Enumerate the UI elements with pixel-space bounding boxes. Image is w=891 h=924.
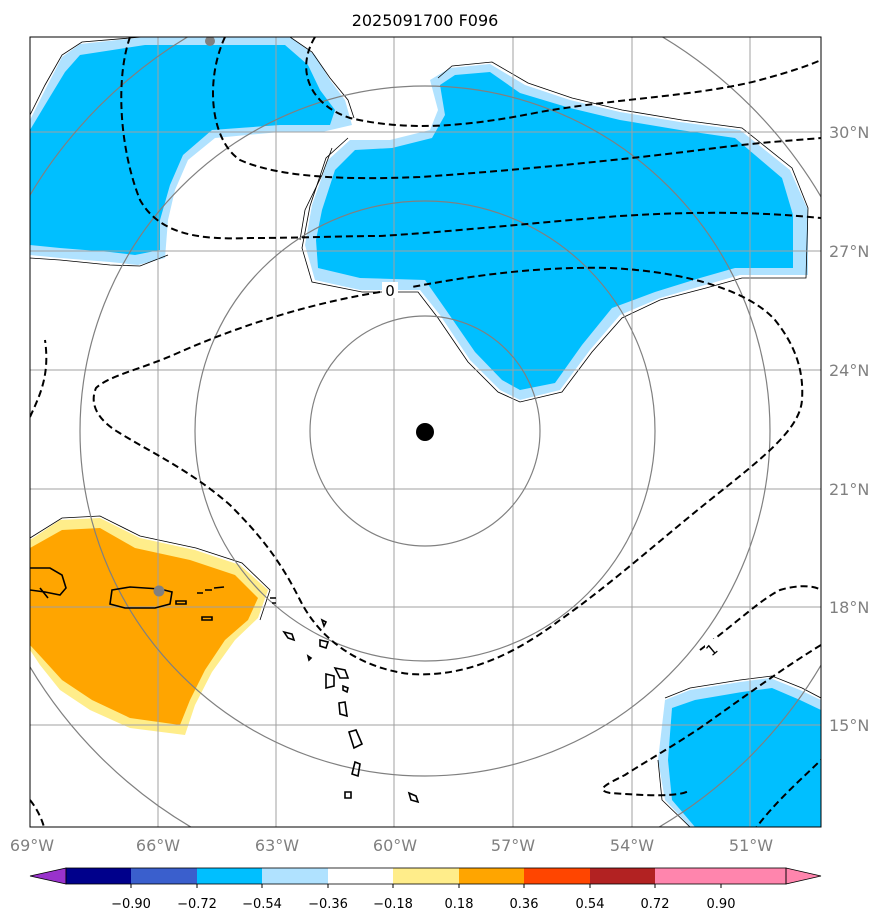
negative-anomaly-region-northwest <box>30 37 355 267</box>
puerto-rico-marker <box>153 585 165 597</box>
lat-label: 27°N <box>829 242 869 261</box>
colorbar-tick-label: −0.72 <box>177 897 217 912</box>
lon-label: 69°W <box>10 836 54 855</box>
colorbar-segment <box>393 868 459 884</box>
colorbar-tick-label: −0.18 <box>373 897 413 912</box>
dashed-contours <box>30 37 821 827</box>
lat-label: 15°N <box>829 716 869 735</box>
lon-label: 51°W <box>729 836 773 855</box>
colorbar-segment <box>197 868 262 884</box>
map-frame <box>29 36 822 828</box>
colorbar: −0.90 −0.72 −0.54 −0.36 −0.18 0.18 0.36 … <box>29 867 822 912</box>
lat-label: 18°N <box>829 598 869 617</box>
colorbar-tick-label: 0.18 <box>445 897 474 912</box>
colorbar-tick-label: −0.90 <box>111 897 151 912</box>
lon-label: 54°W <box>610 836 654 855</box>
colorbar-segment <box>262 868 328 884</box>
coastline <box>30 567 420 804</box>
colorbar-extend-max <box>785 867 822 885</box>
colorbar-extend-min <box>29 867 67 885</box>
colorbar-segment <box>524 868 590 884</box>
lon-label: 57°W <box>491 836 535 855</box>
colorbar-segment <box>721 868 786 884</box>
colorbar-tick-label: 0.54 <box>576 897 605 912</box>
colorbar-segment <box>131 868 197 884</box>
colorbar-segment <box>590 868 655 884</box>
lon-label: 60°W <box>373 836 417 855</box>
map-title: 2025091700 F096 <box>352 11 499 30</box>
positive-anomaly-region-southwest <box>30 515 271 735</box>
lat-label: 21°N <box>829 480 869 499</box>
colorbar-tick-label: −0.54 <box>242 897 282 912</box>
colorbar-segment <box>459 868 524 884</box>
longitude-labels: 69°W 66°W 63°W 60°W 57°W 54°W 51°W <box>10 836 773 855</box>
storm-center-marker <box>416 423 434 441</box>
map-panel: 0 1 <box>30 37 821 827</box>
reference-point-marker <box>205 37 215 46</box>
colorbar-tick-label: 0.36 <box>510 897 539 912</box>
lon-label: 66°W <box>136 836 180 855</box>
contour-label-zero: 0 <box>385 282 395 300</box>
graticule <box>30 37 821 827</box>
lat-label: 30°N <box>829 123 869 142</box>
colorbar-segment <box>655 868 721 884</box>
colorbar-segment <box>328 868 393 884</box>
latitude-labels: 30°N 27°N 24°N 21°N 18°N 15°N <box>829 123 869 735</box>
colorbar-tick-label: −0.36 <box>308 897 348 912</box>
range-rings <box>30 37 821 827</box>
lon-label: 63°W <box>255 836 299 855</box>
colorbar-tick-label: 0.72 <box>641 897 670 912</box>
colorbar-segment <box>66 868 131 884</box>
lat-label: 24°N <box>829 361 869 380</box>
colorbar-tick-label: 0.90 <box>707 897 736 912</box>
negative-anomaly-region-southeast <box>657 675 821 827</box>
